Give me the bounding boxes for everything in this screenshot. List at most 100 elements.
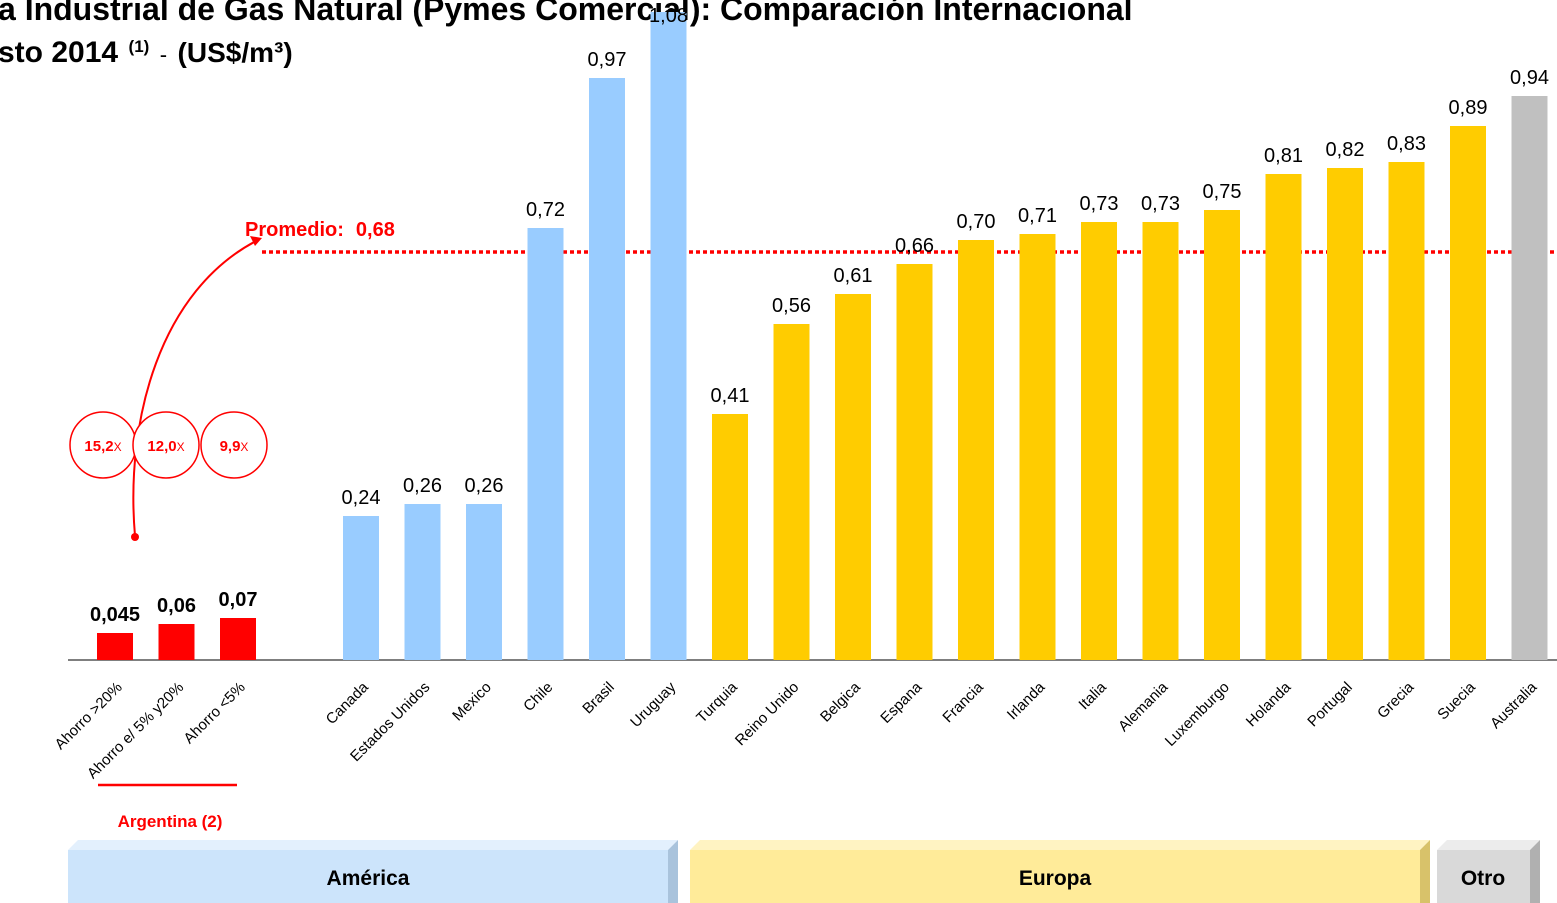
bar [773,324,810,660]
multiple-number: 12,0 [147,438,176,455]
x-tick-label: Reino Unido [732,679,802,749]
value-label: 0,66 [895,235,934,257]
value-label: 0,81 [1264,145,1303,167]
arrow-head [250,236,262,246]
region-label: América [327,867,410,890]
value-label: 0,82 [1326,139,1365,161]
x-tick-label: Luxemburgo [1162,679,1233,750]
value-label: 0,89 [1449,97,1488,119]
x-tick-label: Brasil [579,679,618,718]
region-side [1420,840,1430,903]
x-tick-label: Irlanda [1004,678,1049,723]
multiple-circle [132,411,200,479]
bar [1019,234,1056,660]
bar [1511,96,1548,660]
bar [466,504,502,660]
value-label: 0,97 [588,49,627,71]
bar [958,240,994,660]
bar [589,78,625,660]
average-value-label: 0,68 [356,219,395,241]
multiple-number: 9,9 [220,438,241,455]
bar [1265,174,1302,660]
average-label-text: Promedio: [245,219,344,241]
value-label: 0,72 [526,199,565,221]
x-tick-label: Portugal [1304,679,1356,731]
multiple-number: 15,2 [84,438,113,455]
bar [97,633,133,660]
x-tick-label: Holanda [1243,678,1295,730]
bar [650,12,687,660]
x-tick-label: Mexico [449,679,495,725]
bar [835,294,871,660]
x-tick-label: Belgica [817,678,864,725]
region-side [1530,840,1540,903]
x-tick-label: Ahorro <5% [180,679,248,747]
bar [896,264,933,660]
arrow [132,239,259,537]
x-tick-label: Suecia [1434,678,1479,723]
multiple-label: 15,2X [84,438,121,455]
bar [1081,222,1117,660]
chart-title: a Industrial de Gas Natural (Pymes Comer… [0,0,1133,27]
multiple-unit: X [177,440,185,454]
multiple-circle [200,411,268,479]
region-box [68,850,668,903]
multiple-unit: X [114,440,122,454]
value-label: 0,83 [1387,133,1426,155]
bar [220,618,256,660]
value-label: 0,61 [834,265,873,287]
subtitle-unit: (US$/m³) [178,37,293,68]
x-tick-label: Uruguay [627,678,679,730]
x-tick-label: Chile [520,679,556,715]
x-tick-label: Grecia [1374,678,1418,722]
average-label: Promedio: 0,68 [245,219,395,241]
value-label: 0,71 [1018,205,1057,227]
multiple-unit: X [240,440,248,454]
value-label: 0,94 [1510,67,1549,89]
region-side [668,840,678,903]
group-label: Argentina (2) [118,812,223,831]
x-tick-label: Canada [323,678,373,728]
bar [1204,210,1240,660]
bar [1327,168,1363,660]
subtitle-sep: - [160,42,167,67]
bar [1450,126,1486,660]
value-label: 1,08 [649,5,688,27]
value-label: 0,75 [1203,181,1242,203]
bar [527,228,564,660]
region-box [690,850,1420,903]
value-label: 0,045 [90,604,140,626]
value-label: 0,24 [342,487,381,509]
value-label: 0,26 [465,475,504,497]
region-label: Europa [1019,867,1092,890]
x-tick-label: Francia [939,678,987,726]
bar [343,516,379,660]
arrow-dot [131,533,139,541]
bar [158,624,195,660]
value-label: 0,73 [1080,193,1119,215]
subtitle-note: (1) [129,37,150,56]
value-label: 0,26 [403,475,442,497]
bar [404,504,441,660]
region-top [1437,840,1540,850]
bar [1388,162,1425,660]
region-box [1437,850,1530,903]
x-tick-label: Australia [1487,678,1541,732]
region-label: Otro [1461,867,1505,890]
x-tick-label: Alemania [1115,678,1172,735]
bar [1142,222,1179,660]
value-label: 0,70 [957,211,996,233]
x-tick-label: Turquia [693,678,741,726]
x-tick-label: Italia [1075,678,1110,713]
chart-subtitle: sto 2014 (1) - (US$/m³) [0,36,293,69]
value-label: 0,07 [219,589,258,611]
multiple-label: 9,9X [220,438,249,455]
bar [712,414,748,660]
value-label: 0,73 [1141,193,1180,215]
value-label: 0,41 [711,385,750,407]
value-label: 0,56 [772,295,811,317]
multiple-label: 12,0X [147,438,184,455]
x-tick-label: Espana [877,678,925,726]
